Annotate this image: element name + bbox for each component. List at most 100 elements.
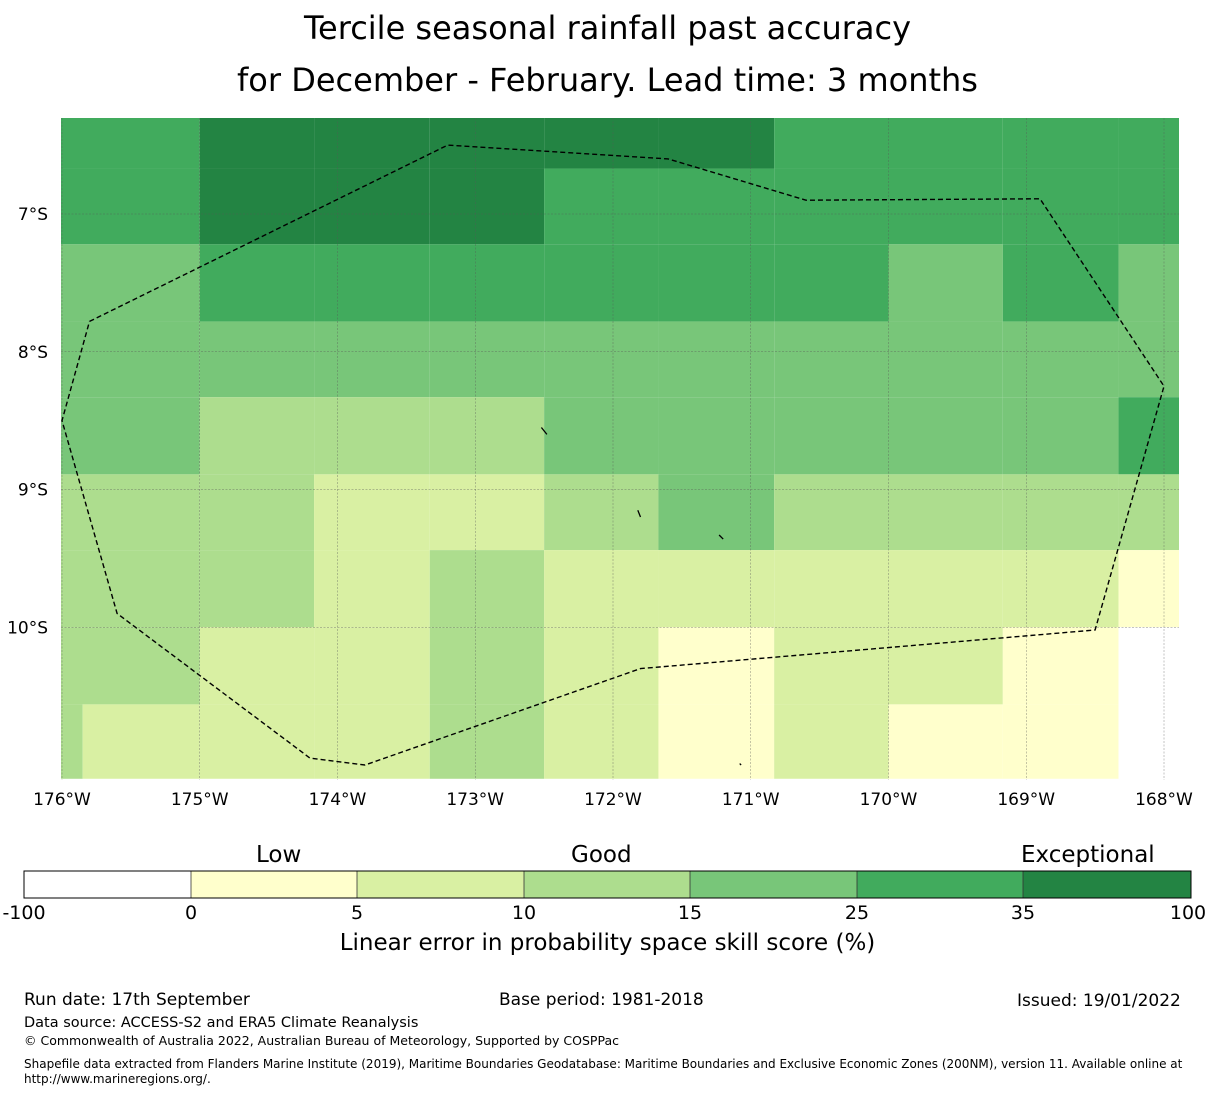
grid-cell <box>774 397 889 475</box>
lon-tick-label: 171°W <box>722 790 780 810</box>
colorbar-label-exceptional: Exceptional <box>1021 842 1155 868</box>
grid-cell <box>314 118 430 169</box>
grid-cell <box>658 118 775 169</box>
grid-cell <box>1118 627 1179 705</box>
grid-cell <box>199 244 315 322</box>
grid-cell <box>658 244 775 322</box>
grid-cell <box>1002 118 1119 169</box>
colorbar-tick: 10 <box>511 902 537 924</box>
chart-title-line2: for December - February. Lead time: 3 mo… <box>237 61 978 99</box>
grid-cell <box>1002 550 1119 628</box>
eez-boundary-layer <box>61 144 1165 766</box>
grid-cell <box>61 168 200 245</box>
grid-cell <box>314 627 430 705</box>
lat-tick-label: 8°S <box>18 343 48 363</box>
colorbar-segment <box>857 871 1023 898</box>
colorbar-frame <box>23 870 1192 899</box>
grid-cell <box>658 474 775 551</box>
lon-tick-label: 176°W <box>33 790 91 810</box>
island-coastline <box>739 763 742 766</box>
grid-cell <box>199 550 315 628</box>
grid-cell <box>1118 244 1179 322</box>
grid-cell <box>82 704 200 779</box>
graticule <box>61 118 1179 780</box>
colorbar-segment <box>357 871 524 898</box>
lat-tick-label: 10°S <box>7 618 48 638</box>
grid-cell <box>429 550 545 628</box>
grid-cell <box>314 704 430 779</box>
colorbar <box>23 870 1192 899</box>
grid-cell <box>1002 321 1119 398</box>
grid-cell <box>544 168 659 245</box>
colorbar-tick: 15 <box>677 902 703 924</box>
grid-cell <box>199 627 315 705</box>
grid-cell <box>314 397 430 475</box>
colorbar-tick: 0 <box>184 902 198 924</box>
grid-cell <box>774 118 889 169</box>
lat-tick-label: 9°S <box>18 481 48 501</box>
island-coastline <box>718 534 724 540</box>
run-date: Run date: 17th September <box>24 990 250 1010</box>
grid-cell <box>1118 550 1179 628</box>
chart-title-line1: Tercile seasonal rainfall past accuracy <box>303 9 912 47</box>
grid-cell <box>888 704 1003 779</box>
lon-tick-label: 169°W <box>997 790 1055 810</box>
grid-cell <box>429 244 545 322</box>
grid-cell <box>658 321 775 398</box>
chart-title: Tercile seasonal rainfall past accuracy … <box>0 2 1215 106</box>
grid-cell <box>658 168 775 245</box>
lat-tick-label: 7°S <box>18 205 48 225</box>
grid-cell <box>888 168 1003 245</box>
grid-cell <box>658 704 775 779</box>
grid-cell <box>429 704 545 779</box>
lon-tick-label: 173°W <box>446 790 504 810</box>
colorbar-segment <box>524 871 690 898</box>
lon-tick-label: 172°W <box>584 790 642 810</box>
grid-cell <box>61 397 200 475</box>
grid-cell <box>314 550 430 628</box>
eez-boundary <box>61 144 1165 766</box>
colorbar-tick: 25 <box>844 902 870 924</box>
grid-cell <box>1002 168 1119 245</box>
colorbar-tick: 35 <box>1010 902 1036 924</box>
grid-cell <box>774 704 889 779</box>
copyright: © Commonwealth of Australia 2022, Austra… <box>24 1033 619 1048</box>
grid-cell <box>774 321 889 398</box>
grid-cell <box>544 118 659 169</box>
grid-cell <box>199 118 315 169</box>
grid-cell <box>888 550 1003 628</box>
grid-cell <box>61 244 200 322</box>
island-coastline <box>540 427 548 435</box>
colorbar-tick: 100 <box>1169 902 1207 924</box>
colorbar-label-good: Good <box>571 842 632 868</box>
colorbar-segment <box>1023 871 1191 898</box>
grid-cell <box>1118 397 1179 475</box>
grid-cell <box>544 627 659 705</box>
data-source: Data source: ACCESS-S2 and ERA5 Climate … <box>24 1015 419 1031</box>
grid-cell <box>314 321 430 398</box>
grid-cell <box>61 550 200 628</box>
grid-cell <box>199 321 315 398</box>
grid-cell <box>314 474 430 551</box>
grid-cell <box>61 627 200 705</box>
grid-cell <box>1002 397 1119 475</box>
map-axes: 176°W 175°W 174°W 173°W 172°W 171°W 170°W 169°W… <box>7 205 1193 810</box>
shapefile-credit-line2: http://www.marineregions.org/. <box>24 1072 211 1086</box>
colorbar-tick: 5 <box>350 902 364 924</box>
grid-cell <box>658 550 775 628</box>
grid-cell <box>544 704 659 779</box>
grid-cell <box>429 627 545 705</box>
grid-cell <box>544 397 659 475</box>
lon-tick-label: 168°W <box>1135 790 1193 810</box>
colorbar-segment <box>690 871 857 898</box>
colorbar-label-low: Low <box>256 842 302 868</box>
grid-cell <box>544 244 659 322</box>
grid-cell <box>658 397 775 475</box>
grid-cell <box>1002 627 1119 705</box>
lon-tick-label: 175°W <box>171 790 229 810</box>
grid-cell <box>429 397 545 475</box>
grid-cell <box>1118 118 1179 169</box>
grid-cell <box>1118 168 1179 245</box>
grid-cell <box>888 321 1003 398</box>
